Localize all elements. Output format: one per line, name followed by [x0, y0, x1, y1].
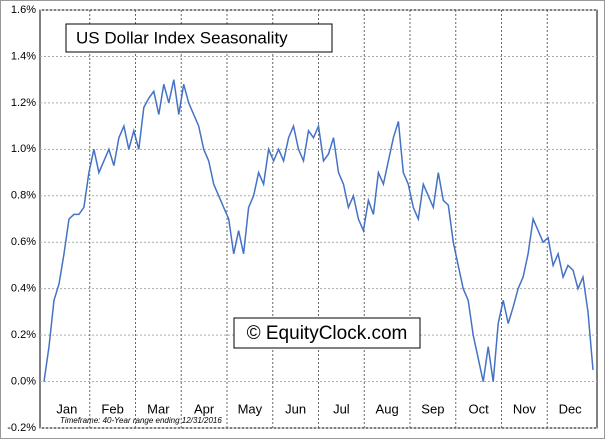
x-tick-label: Jan — [56, 401, 77, 416]
series-line — [43, 79, 594, 382]
x-tick-label: Jul — [333, 401, 350, 416]
x-tick-label: Mar — [147, 401, 170, 416]
y-tick-label: -0.2% — [7, 422, 36, 434]
footnote: Timeframe: 40-Year range ending 12/31/20… — [60, 416, 222, 425]
y-tick-label: 1.0% — [11, 143, 36, 155]
watermark-box — [233, 317, 421, 349]
grid: -0.2% 0.0% 0.2% 0.4% 0.6% 0.8% 1.0% 1.2% 1.4% 1.6… — [7, 4, 597, 434]
x-tick-label: Jun — [285, 401, 306, 416]
y-tick-label: 0.2% — [11, 329, 36, 341]
chart-title: US Dollar Index Seasonality — [76, 28, 288, 47]
watermark: © EquityClock.com — [247, 323, 408, 344]
title-box — [65, 23, 333, 53]
y-tick-label: 0.0% — [11, 375, 36, 387]
marks — [43, 79, 594, 382]
y-tick-label: 1.4% — [11, 50, 36, 62]
x-tick-label: Dec — [559, 401, 583, 416]
x-tick-label: Feb — [101, 401, 123, 416]
x-tick-label: Apr — [194, 401, 215, 416]
y-tick-label: 0.4% — [11, 283, 36, 295]
y-tick-label: 0.8% — [11, 190, 36, 202]
y-tick-label: 1.2% — [11, 97, 36, 109]
x-tick-label: Sep — [421, 401, 444, 416]
x-tick-label: Nov — [513, 401, 537, 416]
x-tick-label: Oct — [469, 401, 490, 416]
x-tick-label: Aug — [376, 401, 399, 416]
y-tick-label: 0.6% — [11, 236, 36, 248]
y-tick-label: 1.6% — [11, 4, 36, 16]
x-tick-label: May — [238, 401, 263, 416]
